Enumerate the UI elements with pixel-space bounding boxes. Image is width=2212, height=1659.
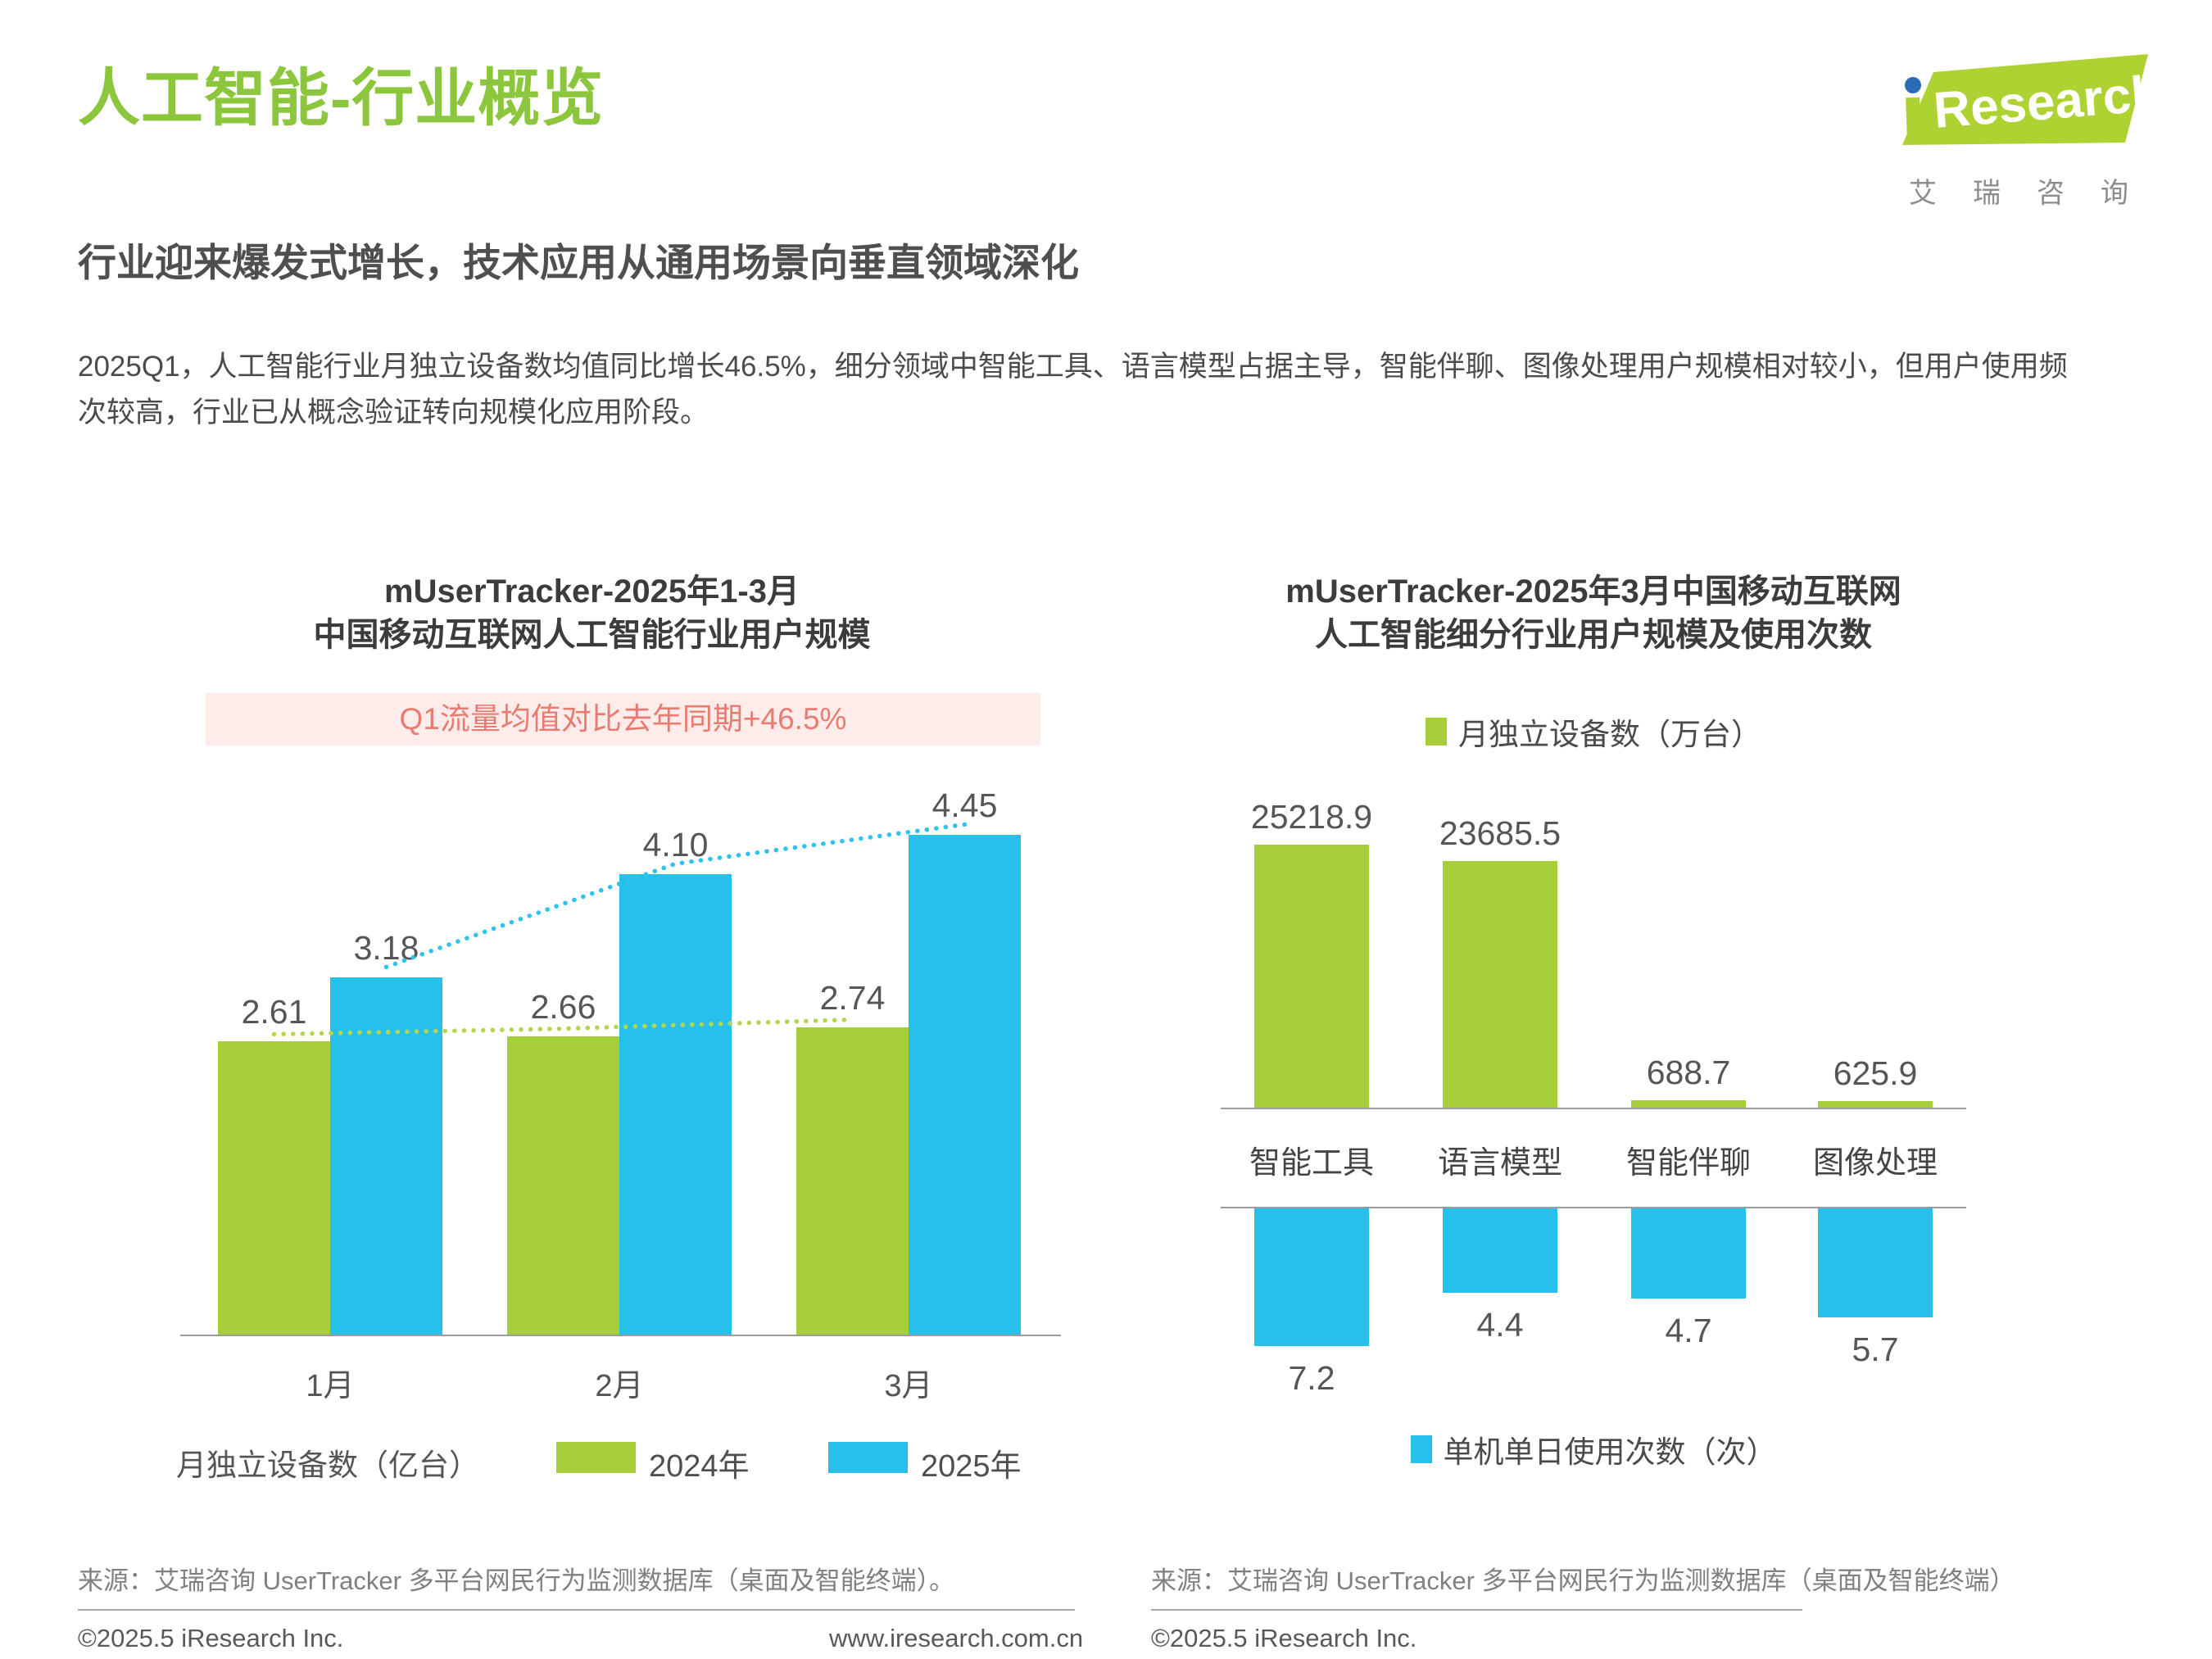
left-source-note: 来源：艾瑞咨询 UserTracker 多平台网民行为监测数据库（桌面及智能终端… (78, 1566, 955, 1595)
right-plot-top: 25218.9 23685.5 688.7 625.9 (1221, 798, 1966, 1109)
legend-swatch-usage (1410, 1435, 1432, 1463)
value-label: 2.66 (530, 987, 596, 1026)
x-label: 3月 (884, 1369, 933, 1403)
right-source-note: 来源：艾瑞咨询 UserTracker 多平台网民行为监测数据库（桌面及智能终端… (1151, 1566, 2015, 1595)
legend-swatch-2025 (828, 1442, 908, 1473)
legend-swatch-devices (1426, 718, 1447, 746)
intro-paragraph: 2025Q1，人工智能行业月独立设备数均值同比增长46.5%，细分领域中智能工具… (78, 351, 2068, 428)
left-chart-title-line2: 中国移动互联网人工智能行业用户规模 (313, 617, 871, 653)
bar-月独立设备数（万台）-智能工具 (1254, 845, 1369, 1108)
copyright-left: ©2025.5 iResearch Inc. (78, 1624, 344, 1652)
value-label: 625.9 (1833, 1054, 1918, 1092)
value-label: 688.7 (1646, 1054, 1731, 1092)
category-label: 智能工具 (1249, 1146, 1374, 1181)
logo-cn-text: 艾瑞咨询 (1909, 178, 2164, 209)
right-plot-bottom: 7.2 4.4 4.7 5.7 (1221, 1207, 1966, 1405)
category-label: 智能伴聊 (1625, 1146, 1751, 1181)
footer-divider-right (1151, 1609, 1802, 1611)
value-label: 4.45 (931, 786, 998, 825)
left-plot: 2.61 3.18 2.66 4.10 2.74 4.45 (180, 785, 1061, 1336)
right-chart-title-line1: mUserTracker-2025年3月中国移动互联网 (1285, 573, 1902, 610)
right-chart-title-line2: 人工智能细分行业用户规模及使用次数 (1315, 617, 1872, 653)
bar-2024年-2月 (507, 1036, 619, 1335)
bar-2025年-2月 (619, 874, 732, 1335)
bar-单机单日使用次数（次）-智能工具 (1254, 1208, 1369, 1346)
iresearch-logo-mark: Research (1902, 54, 2153, 145)
logo-parallelogram (1902, 54, 2148, 145)
right-categories: 智能工具 语言模型 智能伴聊 图像处理 (1221, 1137, 1966, 1181)
iresearch-logo: Research 艾瑞咨询 (1897, 46, 2153, 209)
x-label: 1月 (306, 1369, 355, 1403)
logo-i-dot-icon (1905, 77, 1921, 93)
legend-label-usage: 单机单日使用次数（次） (1443, 1435, 1777, 1469)
value-label: 23685.5 (1439, 814, 1562, 852)
bar-单机单日使用次数（次）-图像处理 (1818, 1208, 1933, 1317)
value-label: 3.18 (353, 929, 419, 968)
value-label: 2.74 (819, 978, 886, 1017)
bar-2025年-3月 (909, 835, 1021, 1335)
value-label: 4.7 (1665, 1311, 1712, 1349)
right-chart-title: mUserTracker-2025年3月中国移动互联网 人工智能细分行业用户规模… (1163, 570, 2024, 657)
legend-label-2024: 2024年 (649, 1449, 750, 1484)
x-label: 2月 (595, 1369, 644, 1403)
bar-单机单日使用次数（次）-语言模型 (1443, 1208, 1557, 1293)
value-label: 4.4 (1476, 1305, 1524, 1344)
left-chart-title-line1: mUserTracker-2025年1-3月 (384, 573, 800, 610)
left-xaxis: 1月 2月 3月 (180, 1360, 1061, 1403)
page-title: 人工智能-行业概览 (78, 64, 605, 134)
legend-label-devices: 月独立设备数（万台） (1458, 718, 1761, 751)
left-chart-title: mUserTracker-2025年1-3月 中国移动互联网人工智能行业用户规模 (139, 570, 1045, 657)
website-url: www.iresearch.com.cn (829, 1624, 1084, 1652)
left-legend: 月独立设备数（亿台） 2024年 2025年 (0, 1439, 1106, 1484)
bar-2025年-1月 (330, 977, 442, 1335)
bar-月独立设备数（万台）-智能伴聊 (1631, 1100, 1746, 1108)
category-label: 图像处理 (1812, 1146, 1938, 1181)
value-label: 4.10 (642, 826, 709, 864)
bar-2024年-3月 (796, 1027, 909, 1335)
left-unit-label: 月独立设备数（亿台） (176, 1448, 479, 1482)
bar-月独立设备数（万台）-图像处理 (1818, 1101, 1933, 1108)
value-label: 5.7 (1852, 1330, 1899, 1368)
right-legend-devices: 月独立设备数（万台） (1221, 709, 1966, 754)
legend-label-2025: 2025年 (921, 1449, 1022, 1484)
copyright-right: ©2025.5 iResearch Inc. (1151, 1624, 1417, 1652)
footer-divider-left (78, 1609, 1075, 1611)
value-label: 25218.9 (1250, 798, 1373, 836)
right-legend-usage: 单机单日使用次数（次） (1221, 1427, 1966, 1471)
category-label: 语言模型 (1437, 1146, 1562, 1181)
trend-lines (271, 822, 968, 1037)
bar-单机单日使用次数（次）-智能伴聊 (1631, 1208, 1746, 1299)
legend-swatch-2024 (556, 1442, 636, 1473)
logo-i-stem-icon (1906, 97, 1921, 141)
bar-月独立设备数（万台）-语言模型 (1443, 860, 1557, 1108)
value-label: 7.2 (1288, 1359, 1335, 1397)
page-subtitle: 行业迎来爆发式增长，技术应用从通用场景向垂直领域深化 (78, 241, 1079, 284)
value-label: 2.61 (241, 993, 307, 1031)
bar-2024年-1月 (218, 1041, 330, 1335)
growth-banner: Q1流量均值对比去年同期+46.5% (206, 693, 1040, 746)
